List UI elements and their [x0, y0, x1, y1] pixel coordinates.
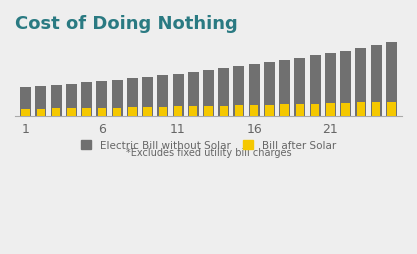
Bar [235, 106, 243, 117]
Bar [37, 109, 45, 117]
Bar [310, 56, 321, 117]
Bar [204, 106, 213, 117]
Bar [311, 104, 319, 117]
Bar [372, 103, 380, 117]
Bar [355, 49, 367, 117]
Bar [52, 109, 60, 117]
Bar [218, 69, 229, 117]
Bar [281, 105, 289, 117]
Bar [296, 104, 304, 117]
Bar [219, 106, 228, 117]
Bar [342, 103, 350, 117]
Bar [21, 109, 30, 117]
Bar [250, 105, 259, 117]
Bar [265, 105, 274, 117]
Bar [249, 65, 260, 117]
Bar [98, 108, 106, 117]
Bar [20, 88, 31, 117]
Text: *Excludes fixed utility bill charges: *Excludes fixed utility bill charges [126, 147, 291, 157]
Bar [188, 73, 199, 117]
Bar [158, 107, 167, 117]
Bar [127, 79, 138, 117]
Bar [83, 109, 91, 117]
Text: Cost of Doing Nothing: Cost of Doing Nothing [15, 15, 238, 33]
Bar [157, 76, 168, 117]
Bar [143, 108, 152, 117]
Bar [386, 43, 397, 117]
Bar [66, 84, 77, 117]
Bar [67, 109, 75, 117]
Bar [96, 82, 107, 117]
Bar [387, 102, 396, 117]
Bar [128, 108, 136, 117]
Bar [326, 104, 334, 117]
Bar [264, 63, 275, 117]
Bar [203, 71, 214, 117]
Bar [340, 51, 351, 117]
Bar [50, 86, 62, 117]
Bar [189, 107, 198, 117]
Bar [174, 107, 182, 117]
Bar [142, 77, 153, 117]
Legend: Electric Bill without Solar, Bill after Solar: Electric Bill without Solar, Bill after … [77, 136, 340, 155]
Bar [234, 67, 244, 117]
Bar [294, 59, 305, 117]
Bar [81, 83, 92, 117]
Bar [35, 87, 46, 117]
Bar [371, 46, 382, 117]
Bar [279, 61, 290, 117]
Bar [112, 80, 123, 117]
Bar [173, 74, 183, 117]
Bar [325, 54, 336, 117]
Bar [113, 108, 121, 117]
Bar [357, 103, 365, 117]
